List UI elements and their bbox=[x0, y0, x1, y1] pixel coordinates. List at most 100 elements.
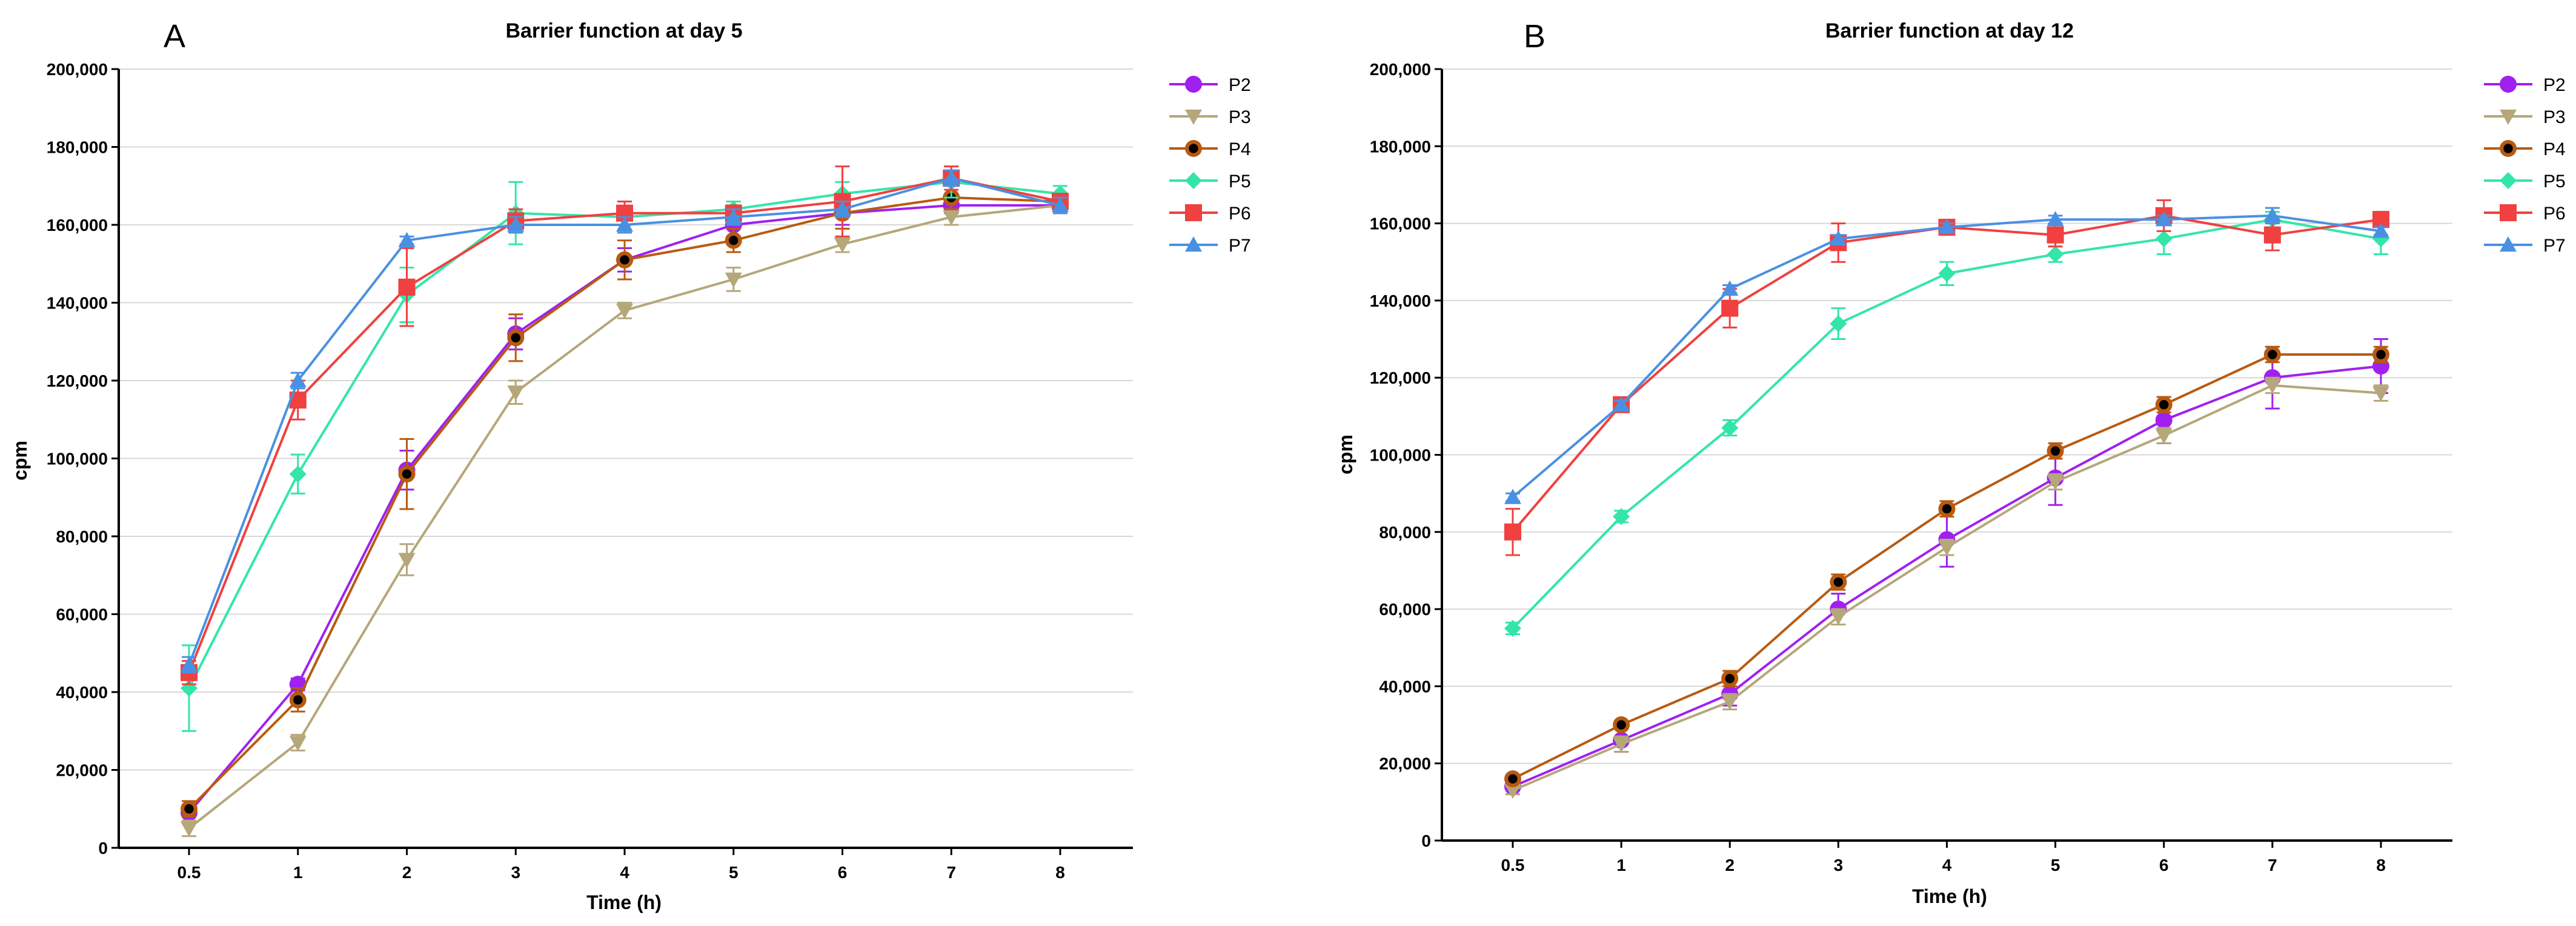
data-point bbox=[2047, 211, 2064, 227]
x-tick-label: 1 bbox=[293, 863, 303, 882]
data-point bbox=[398, 465, 416, 483]
legend-item-p2: P2 bbox=[1169, 75, 1251, 95]
legend-label: P2 bbox=[2543, 75, 2566, 95]
legend-item-p6: P6 bbox=[2484, 204, 2566, 224]
data-point bbox=[289, 691, 307, 708]
legend-marker bbox=[2500, 204, 2517, 221]
x-tick-label: 8 bbox=[2376, 856, 2386, 874]
data-point bbox=[2263, 378, 2281, 394]
x-tick-label: 7 bbox=[946, 863, 956, 882]
data-point bbox=[1504, 784, 1521, 799]
data-point bbox=[2155, 396, 2173, 413]
y-tick-label: 140,000 bbox=[1370, 291, 1431, 310]
series-p3 bbox=[181, 196, 1069, 838]
y-tick-label: 40,000 bbox=[56, 683, 108, 702]
marker-core bbox=[1189, 144, 1198, 153]
data-point bbox=[1830, 610, 1847, 625]
data-point bbox=[616, 216, 633, 232]
data-point bbox=[2372, 222, 2389, 238]
data-point bbox=[507, 385, 525, 401]
legend-label: P4 bbox=[1229, 139, 1251, 159]
data-point bbox=[507, 216, 525, 232]
legend-item-p6: P6 bbox=[1169, 204, 1251, 224]
x-tick-label: 6 bbox=[2159, 856, 2169, 874]
data-point bbox=[834, 201, 851, 216]
series-line bbox=[1512, 384, 2382, 792]
legend-label: P6 bbox=[2543, 204, 2566, 224]
data-point bbox=[1721, 419, 1739, 436]
legend-item-p4: P4 bbox=[2484, 139, 2566, 159]
marker-core bbox=[1616, 720, 1626, 730]
legend-item-p3: P3 bbox=[1169, 107, 1251, 127]
x-tick-label: 5 bbox=[2051, 856, 2060, 874]
y-tick-label: 180,000 bbox=[1370, 137, 1431, 156]
data-point bbox=[1504, 488, 1521, 504]
data-point bbox=[1504, 619, 1521, 637]
data-point bbox=[289, 736, 307, 751]
data-point bbox=[2047, 245, 2064, 263]
legend-marker bbox=[2500, 76, 2517, 93]
data-point bbox=[2155, 211, 2173, 227]
legend-label: P3 bbox=[1229, 107, 1251, 127]
data-point bbox=[1830, 230, 1847, 246]
data-point bbox=[2263, 346, 2281, 364]
legend-item-p5: P5 bbox=[1169, 172, 1251, 192]
data-point bbox=[181, 800, 198, 818]
legend-label: P5 bbox=[2543, 172, 2566, 192]
data-point bbox=[1613, 716, 1630, 734]
series-p4 bbox=[1504, 345, 2389, 788]
legend-item-p2: P2 bbox=[2484, 75, 2566, 95]
legend: P2 P3 P4 P5 P6 P7 bbox=[1169, 75, 1251, 256]
y-tick-label: 60,000 bbox=[56, 605, 108, 624]
marker-core bbox=[1508, 774, 1518, 784]
legend: P2 P3 P4 P5 P6 P7 bbox=[2484, 75, 2566, 256]
data-point bbox=[507, 329, 525, 347]
data-point bbox=[943, 169, 960, 185]
x-tick-label: 2 bbox=[1725, 856, 1734, 874]
data-point bbox=[943, 210, 960, 226]
x-tick-label: 1 bbox=[1616, 856, 1626, 874]
data-point bbox=[1938, 541, 1956, 556]
marker-core bbox=[2268, 350, 2277, 359]
y-tick-label: 180,000 bbox=[47, 138, 108, 157]
data-point bbox=[289, 372, 307, 388]
x-tick-label: 8 bbox=[1055, 863, 1065, 882]
x-tick-label: 7 bbox=[2268, 856, 2277, 874]
x-tick-label: 4 bbox=[1942, 856, 1952, 874]
legend-marker bbox=[2500, 109, 2517, 125]
x-tick-label: 6 bbox=[838, 863, 848, 882]
data-point bbox=[1830, 573, 1847, 591]
grid bbox=[119, 68, 1133, 771]
x-tick-label: 0.5 bbox=[178, 863, 201, 882]
y-tick-label: 80,000 bbox=[56, 527, 108, 546]
marker-core bbox=[1725, 673, 1734, 684]
y-axis-label: cpm bbox=[1335, 435, 1356, 475]
data-point bbox=[2263, 207, 2281, 223]
data-point bbox=[2263, 226, 2281, 244]
legend-marker bbox=[1185, 236, 1202, 252]
data-point bbox=[1721, 694, 1739, 710]
y-tick-label: 100,000 bbox=[47, 450, 108, 468]
series-p7 bbox=[1504, 207, 2389, 504]
grid bbox=[1442, 68, 2452, 764]
data-point bbox=[725, 272, 742, 288]
marker-core bbox=[2050, 446, 2060, 456]
data-point bbox=[398, 278, 416, 296]
data-point bbox=[1938, 500, 1956, 518]
legend-label: P3 bbox=[2543, 107, 2566, 127]
marker-core bbox=[184, 804, 194, 814]
data-point bbox=[2155, 428, 2173, 444]
x-tick-label: 3 bbox=[1834, 856, 1844, 874]
data-point bbox=[289, 465, 307, 483]
data-point bbox=[1721, 670, 1739, 687]
series-line bbox=[1512, 365, 2382, 788]
legend-label: P7 bbox=[2543, 236, 2566, 256]
series-group bbox=[1504, 199, 2389, 799]
data-point bbox=[1938, 218, 1956, 235]
data-point bbox=[725, 232, 742, 249]
y-tick-label: 20,000 bbox=[1379, 754, 1431, 773]
y-tick-label: 200,000 bbox=[1370, 60, 1431, 79]
y-tick-label: 0 bbox=[98, 839, 108, 858]
data-point bbox=[1830, 315, 1847, 333]
